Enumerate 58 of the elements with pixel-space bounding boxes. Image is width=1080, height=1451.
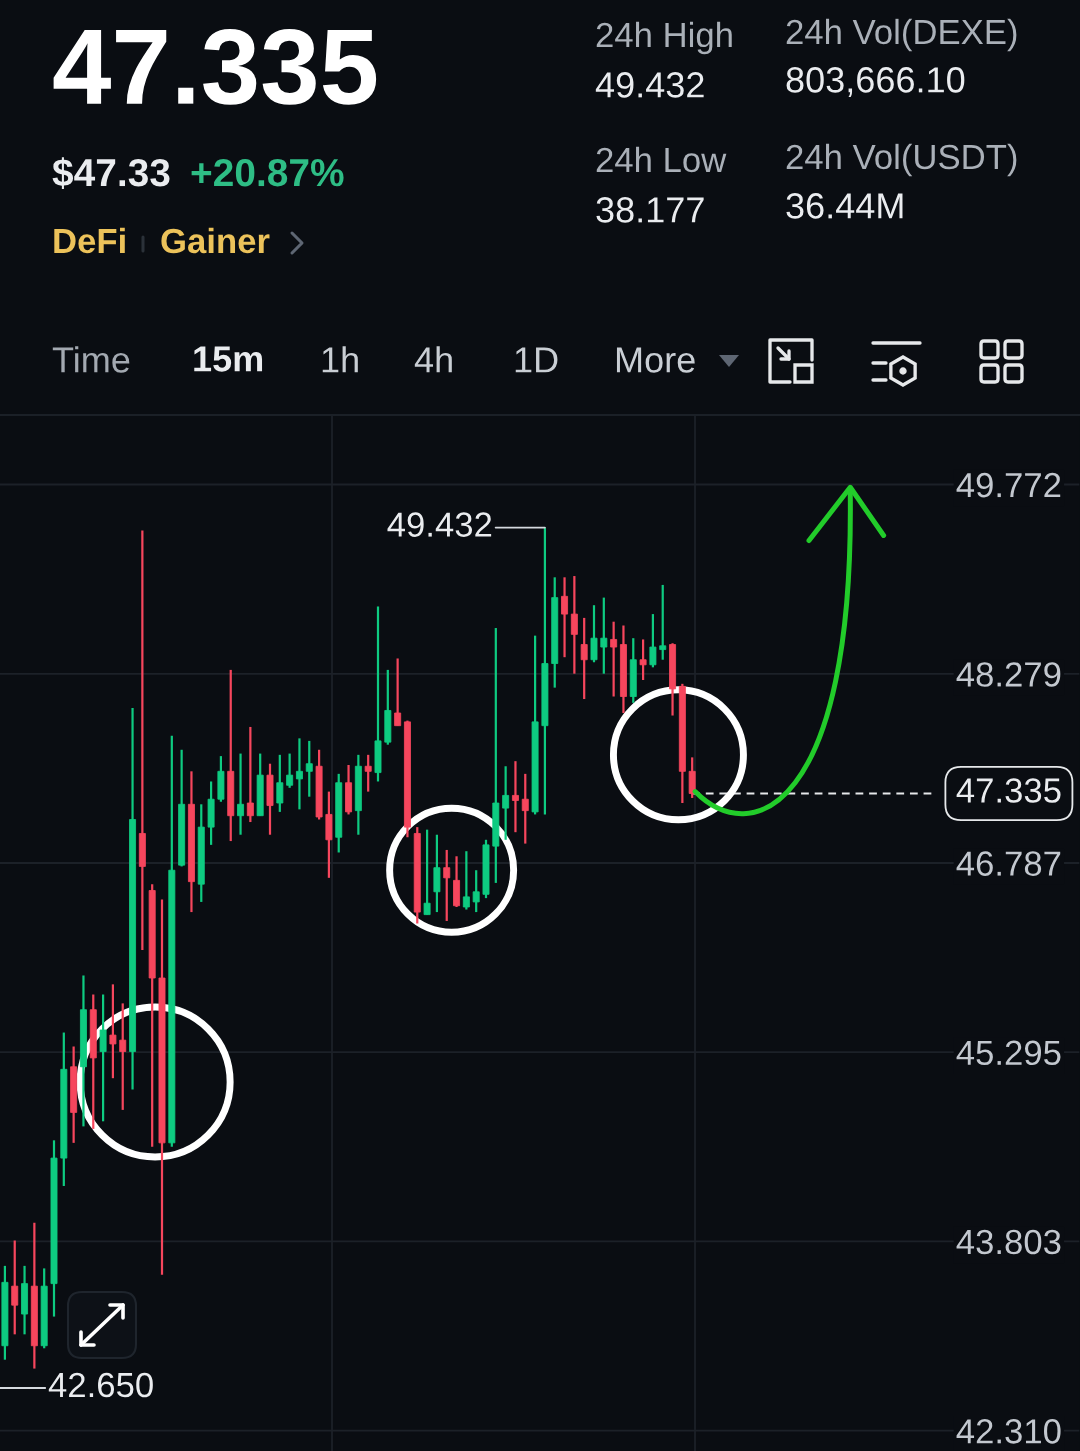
text: 1D bbox=[515, 347, 558, 373]
text: Gainer bbox=[161, 227, 270, 254]
candlestick bbox=[521, 772, 529, 845]
candlestick bbox=[246, 725, 254, 824]
candlestick bbox=[502, 765, 510, 841]
y-tick-label: 43.803 bbox=[956, 1229, 1061, 1255]
candlestick bbox=[561, 576, 569, 659]
text: 24h Vol(DEXE) bbox=[786, 18, 1017, 52]
candlestick bbox=[11, 1239, 19, 1336]
candlestick bbox=[443, 848, 451, 923]
candlestick bbox=[276, 753, 284, 814]
text: More bbox=[616, 347, 695, 373]
chart-title: 47.335 bbox=[53, 28, 377, 105]
ref-line-label: 47.335 bbox=[956, 778, 1061, 803]
y-tick-label: 49.772 bbox=[956, 472, 1061, 498]
text: $47.33 bbox=[52, 157, 170, 189]
annotation: 49.432 bbox=[387, 512, 492, 537]
candlestick bbox=[99, 993, 107, 1123]
candlestick bbox=[610, 620, 618, 698]
text: +20.87% bbox=[191, 158, 344, 187]
candlestick bbox=[364, 753, 372, 793]
candlestick bbox=[580, 616, 588, 701]
candlestick bbox=[138, 529, 146, 952]
candlestick bbox=[639, 638, 647, 682]
text: Time bbox=[52, 346, 130, 373]
text: 24h Vol(USDT) bbox=[786, 143, 1017, 177]
candlestick bbox=[394, 657, 402, 727]
candlestick bbox=[423, 828, 431, 916]
candlestick bbox=[119, 1002, 127, 1111]
candlestick bbox=[600, 596, 608, 675]
candlestick bbox=[659, 583, 667, 661]
y-tick-label: 48.279 bbox=[956, 662, 1061, 687]
text: 49.432 bbox=[595, 72, 704, 98]
candlestick bbox=[570, 574, 578, 675]
candlestick bbox=[109, 983, 117, 1080]
candlestick bbox=[237, 752, 245, 836]
candlestick bbox=[462, 850, 470, 911]
text: 1h bbox=[322, 346, 358, 373]
text: DeFi bbox=[54, 227, 125, 254]
candlestick bbox=[286, 752, 294, 789]
annotation: 42.650 bbox=[48, 1372, 153, 1398]
candlestick bbox=[688, 756, 696, 800]
candlestick bbox=[295, 737, 303, 811]
text: 38.177 bbox=[596, 197, 704, 223]
y-tick-label: 45.295 bbox=[956, 1040, 1061, 1066]
text: 24h High bbox=[596, 21, 732, 55]
candlestick bbox=[590, 604, 598, 664]
text: 15m bbox=[194, 346, 263, 372]
candlestick bbox=[511, 760, 519, 834]
y-tick-label: 46.787 bbox=[956, 851, 1061, 876]
y-tick-label: 42.310 bbox=[956, 1419, 1061, 1444]
candlestick bbox=[472, 869, 480, 914]
candlestick bbox=[305, 739, 313, 798]
text: 24h Low bbox=[596, 146, 727, 173]
candlestick bbox=[649, 612, 657, 669]
text: 4h bbox=[414, 346, 452, 373]
text: 803,666.10 bbox=[786, 67, 965, 97]
text: 36.44M bbox=[786, 193, 903, 219]
